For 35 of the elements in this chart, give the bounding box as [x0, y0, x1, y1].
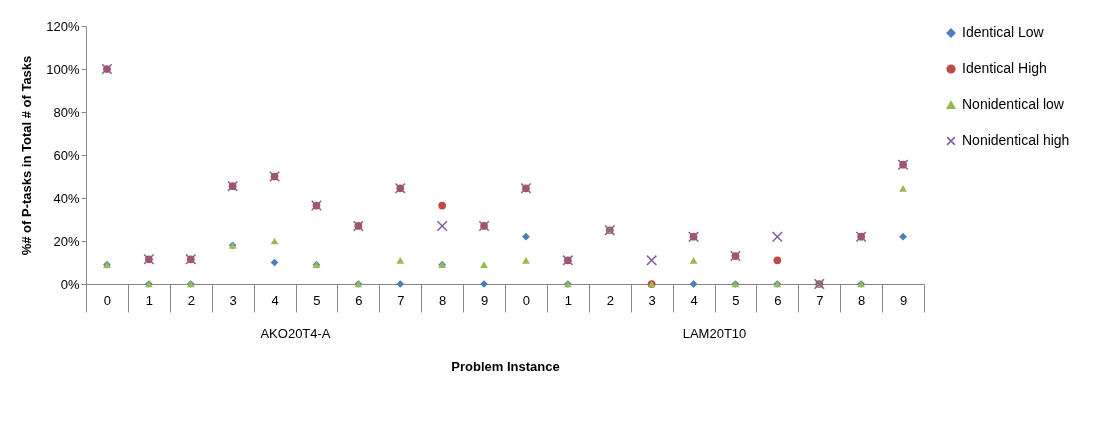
x-tick-label: 2	[606, 292, 614, 308]
y-tick-label: 120%	[46, 18, 80, 34]
y-tick-label: 80%	[53, 104, 80, 120]
x-tick-label: 8	[439, 292, 447, 308]
x-tick-label: 0	[103, 292, 112, 308]
y-tick-label: 100%	[46, 61, 80, 77]
text: AKO20T4-A	[260, 326, 331, 341]
y-tick-label: 60%	[53, 147, 80, 163]
legend-label: Identical High	[962, 60, 1047, 76]
x-tick-label: 1	[145, 292, 153, 308]
x-tick-label: 5	[732, 292, 740, 308]
legend-label: Identical Low	[962, 24, 1045, 40]
y-tick-label: 20%	[53, 233, 80, 249]
x-tick-label: 3	[229, 292, 237, 308]
x-tick-label: 2	[187, 292, 195, 308]
y-tick-label: 0%	[60, 276, 80, 292]
x-tick-label: 5	[313, 292, 321, 308]
x-tick-label: 7	[397, 292, 405, 308]
x-tick-label: 4	[690, 292, 698, 308]
x-tick-label: 8	[858, 292, 866, 308]
x-tick-label: 9	[480, 292, 489, 308]
y-axis-title: %# of P-tasks in Total # of Tasks	[19, 55, 35, 256]
x-tick-label: 0	[522, 292, 531, 308]
x-tick-label: 7	[816, 292, 824, 308]
x-tick-label: 9	[899, 292, 908, 308]
x-tick-label: 6	[774, 292, 782, 308]
y-tick-label: 40%	[53, 190, 80, 206]
x-axis-title: Problem Instance	[451, 359, 560, 374]
x-tick-label: 6	[355, 292, 363, 308]
legend-label: Nonidentical high	[962, 132, 1070, 148]
x-tick-label: 1	[564, 292, 572, 308]
x-tick-label: 3	[648, 292, 656, 308]
text: LAM20T10	[682, 326, 747, 341]
x-tick-label: 4	[271, 292, 279, 308]
legend-label: Nonidentical low	[962, 96, 1065, 112]
